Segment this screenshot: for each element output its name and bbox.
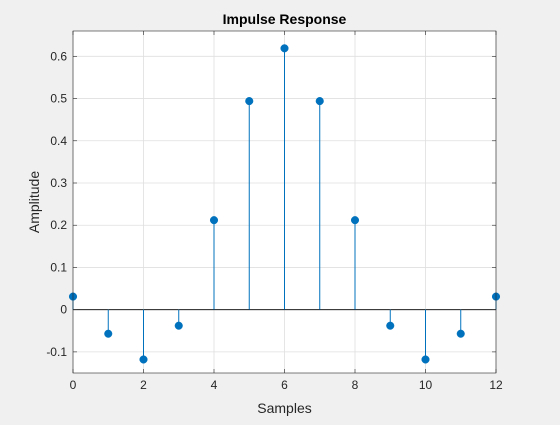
x-tick-label: 12 <box>489 378 503 392</box>
y-tick-label: 0.2 <box>50 218 67 232</box>
x-tick-label: 2 <box>140 378 147 392</box>
y-tick-label: 0.5 <box>50 92 67 106</box>
stem-marker <box>386 321 395 330</box>
y-tick-label: 0.3 <box>50 176 67 190</box>
stem-marker <box>280 44 289 53</box>
stem-marker <box>315 97 324 106</box>
stem-marker <box>174 321 183 330</box>
y-axis-label: Amplitude <box>26 171 42 233</box>
chart-title: Impulse Response <box>223 11 347 27</box>
y-tick-label: 0.6 <box>50 49 67 63</box>
x-axis-label: Samples <box>257 400 311 416</box>
x-tick-label: 8 <box>352 378 359 392</box>
stem-marker <box>104 329 113 338</box>
stem-marker <box>350 216 360 225</box>
y-tick-label: 0 <box>60 303 67 317</box>
x-tick-label: 6 <box>281 378 288 392</box>
stem-marker <box>245 97 254 106</box>
y-tick-label: -0.1 <box>46 345 67 359</box>
stem-marker <box>209 216 219 225</box>
x-tick-label: 4 <box>211 378 218 392</box>
x-tick-label: 10 <box>419 378 433 392</box>
x-tick-label: 0 <box>70 378 77 392</box>
stem-marker <box>139 355 148 364</box>
ticks: 0 2 4 6 8 10 12 -0.1 0 0.1 0.2 0.3 0.4 0.5 0.6 <box>46 31 503 392</box>
y-tick-label: 0.1 <box>50 260 67 274</box>
stem-marker <box>456 329 465 338</box>
stem-marker <box>421 355 430 364</box>
y-tick-label: 0.4 <box>50 134 67 148</box>
